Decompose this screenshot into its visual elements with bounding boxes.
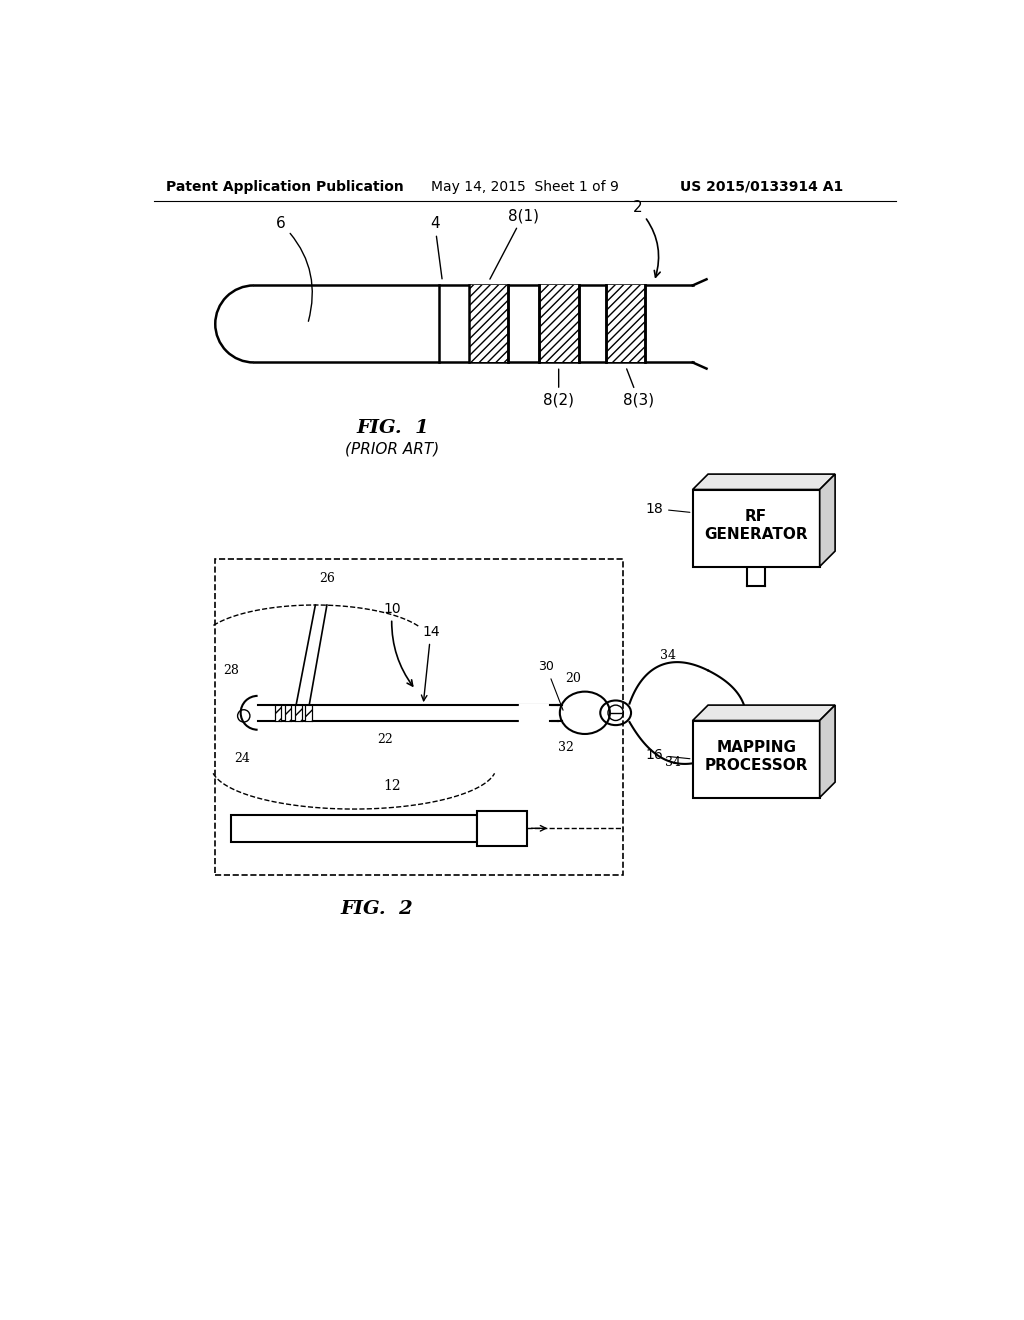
Bar	[230, 814, 477, 842]
Text: 22: 22	[377, 733, 392, 746]
Text: 2: 2	[633, 201, 660, 277]
Text: May 14, 2015  Sheet 1 of 9: May 14, 2015 Sheet 1 of 9	[431, 180, 618, 194]
Text: 26: 26	[318, 572, 335, 585]
Text: (PRIOR ART): (PRIOR ART)	[345, 441, 439, 457]
Bar	[295, 705, 301, 721]
Text: 16: 16	[645, 748, 690, 762]
Bar	[304, 705, 311, 721]
Text: 10: 10	[384, 602, 413, 686]
Polygon shape	[819, 705, 836, 797]
Text: 12: 12	[384, 779, 401, 793]
Polygon shape	[692, 474, 836, 490]
Text: 34: 34	[660, 648, 676, 661]
Text: 8(1): 8(1)	[489, 209, 539, 279]
Text: 8(3): 8(3)	[624, 368, 654, 408]
Text: 32: 32	[558, 741, 573, 754]
Text: MAPPING
PROCESSOR: MAPPING PROCESSOR	[705, 741, 808, 774]
Text: 30: 30	[539, 660, 563, 710]
Bar	[469, 285, 508, 363]
Text: FIG.  1: FIG. 1	[356, 418, 429, 437]
Bar	[274, 705, 282, 721]
Text: 28: 28	[223, 664, 239, 677]
Text: 24: 24	[234, 752, 250, 766]
Text: US 2015/0133914 A1: US 2015/0133914 A1	[680, 180, 844, 194]
Text: 18: 18	[645, 502, 690, 516]
Bar	[539, 285, 579, 363]
Text: FIG.  2: FIG. 2	[341, 900, 414, 919]
Polygon shape	[692, 705, 836, 721]
Text: 6: 6	[275, 215, 312, 321]
Text: 20: 20	[565, 672, 582, 685]
Text: 4: 4	[430, 215, 442, 279]
Text: RF
GENERATOR: RF GENERATOR	[705, 510, 808, 543]
Bar	[215, 558, 624, 875]
Bar	[285, 705, 292, 721]
Text: 14: 14	[422, 624, 439, 701]
Bar	[692, 490, 819, 566]
Bar	[477, 810, 527, 846]
Bar	[606, 285, 645, 363]
Bar	[692, 721, 819, 797]
Text: 34: 34	[666, 756, 681, 770]
Polygon shape	[819, 474, 836, 566]
Text: Patent Application Publication: Patent Application Publication	[166, 180, 403, 194]
Text: 8(2): 8(2)	[543, 370, 574, 408]
